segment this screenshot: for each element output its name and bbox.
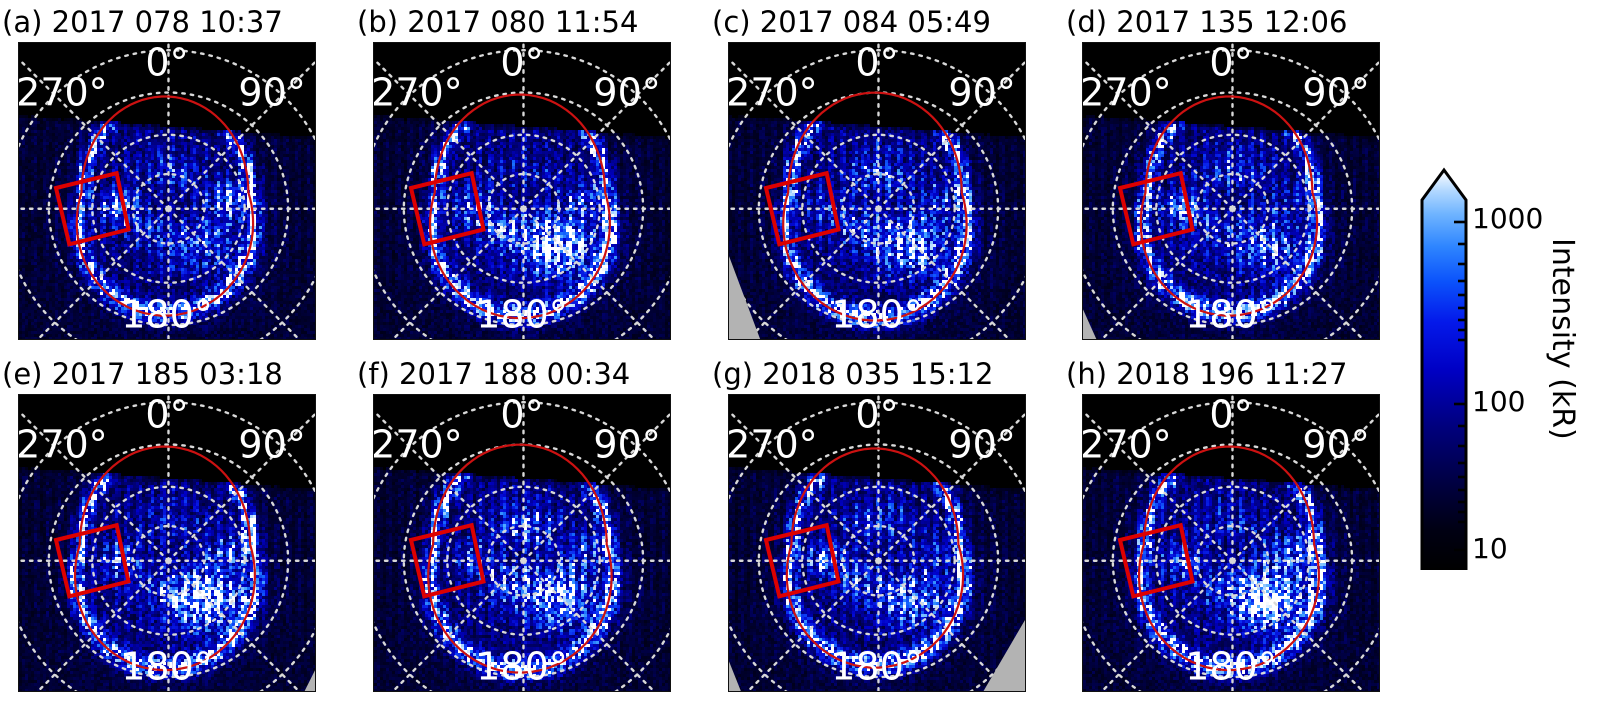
colorbar-axis-label: Intensity (kR) <box>1545 238 1580 440</box>
panel-image-f[interactable]: 0° 90° 180° 270° <box>373 394 671 692</box>
panel-image-d[interactable]: 0° 90° 180° 270° <box>1082 42 1380 340</box>
panel-image-e[interactable]: 0° 90° 180° 270° <box>18 394 316 692</box>
panel-title-a: (a) 2017 078 10:37 <box>2 8 283 37</box>
colorbar-tick-1000: 1000 <box>1472 202 1543 235</box>
panel-image-c[interactable]: 0° 90° 180° 270° <box>728 42 1026 340</box>
colorbar <box>1418 166 1478 572</box>
panel-b: (b) 2017 080 11:54 0° 90° 180° 270° <box>357 8 671 340</box>
panel-title-b: (b) 2017 080 11:54 <box>357 8 638 37</box>
colorbar-tick-100: 100 <box>1472 385 1525 418</box>
panel-image-a[interactable]: 0° 90° 180° 270° <box>18 42 316 340</box>
panel-f: (f) 2017 188 00:34 0° 90° 180° 270° <box>357 360 671 692</box>
colorbar-ticks <box>1454 220 1466 552</box>
panel-title-h: (h) 2018 196 11:27 <box>1066 360 1347 389</box>
panel-h: (h) 2018 196 11:27 0° 90° 180° 270° <box>1066 360 1380 692</box>
panel-e: (e) 2017 185 03:18 0° 90° 180° 270° <box>2 360 316 692</box>
panel-title-c: (c) 2017 084 05:49 <box>712 8 991 37</box>
panel-title-g: (g) 2018 035 15:12 <box>712 360 993 389</box>
panel-image-b[interactable]: 0° 90° 180° 270° <box>373 42 671 340</box>
panel-title-f: (f) 2017 188 00:34 <box>357 360 630 389</box>
colorbar-body <box>1420 167 1468 572</box>
panel-image-g[interactable]: 0° 90° 180° 270° <box>728 394 1026 692</box>
panel-image-h[interactable]: 0° 90° 180° 270° <box>1082 394 1380 692</box>
colorbar-tick-10: 10 <box>1472 532 1508 565</box>
panel-title-d: (d) 2017 135 12:06 <box>1066 8 1347 37</box>
panel-a: (a) 2017 078 10:37 0° 90° 180° 270° <box>2 8 316 340</box>
panel-title-e: (e) 2017 185 03:18 <box>2 360 283 389</box>
panel-d: (d) 2017 135 12:06 0° 90° 180° 270° <box>1066 8 1380 340</box>
panel-c: (c) 2017 084 05:49 0° 90° 180° 270° <box>712 8 1026 340</box>
colorbar-gradient <box>1420 167 1468 572</box>
panel-g: (g) 2018 035 15:12 0° 90° 180° 270° <box>712 360 1026 692</box>
